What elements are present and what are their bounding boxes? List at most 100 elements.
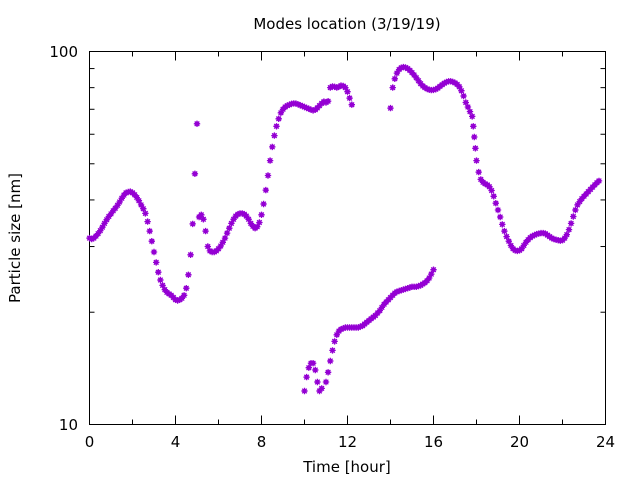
y-axis-label: Particle size [nm] [6, 173, 24, 303]
data-point [200, 216, 207, 223]
data-point [572, 206, 579, 214]
data-point [329, 347, 336, 354]
data-point [146, 227, 153, 235]
data-point [228, 220, 235, 227]
data-point [275, 115, 282, 123]
data-point [460, 92, 467, 100]
data-point [226, 224, 233, 232]
data-point [458, 87, 465, 94]
data-point [271, 132, 278, 139]
data-point [318, 385, 325, 392]
data-point [565, 226, 573, 233]
x-tick-label: 12 [338, 433, 357, 451]
data-point [217, 242, 224, 250]
data-point [595, 177, 603, 185]
x-axis-label: Time [hour] [302, 458, 391, 476]
data-point [144, 218, 151, 225]
data-point [135, 197, 143, 204]
data-point [116, 198, 123, 206]
data-point [258, 211, 265, 219]
data-point [393, 69, 401, 77]
data-point [520, 242, 527, 249]
data-point [150, 248, 158, 256]
y-tick-label: 10 [59, 416, 78, 434]
data-point [264, 172, 272, 179]
data-point [348, 101, 355, 108]
data-point [503, 233, 510, 240]
data-point [430, 266, 437, 273]
data-point [260, 200, 267, 208]
data-point [322, 378, 330, 386]
data-point [303, 373, 310, 381]
data-point [262, 186, 269, 194]
data-points [86, 63, 603, 395]
data-point [223, 229, 231, 237]
data-point [99, 223, 106, 231]
data-point [185, 271, 192, 278]
data-point [191, 170, 199, 178]
data-point [574, 201, 581, 209]
data-point [389, 84, 396, 91]
data-point [387, 104, 394, 112]
data-point [269, 143, 276, 151]
data-point [567, 220, 575, 227]
data-point [346, 94, 353, 102]
tick-labels: 0 4 8 12 16 20 24 10 100 [49, 43, 615, 451]
data-point [159, 282, 166, 289]
x-tick-label: 0 [85, 433, 95, 451]
data-point [327, 357, 334, 365]
data-point [114, 202, 121, 209]
data-point [140, 205, 147, 212]
data-point [187, 251, 194, 259]
data-point [324, 97, 332, 105]
data-point [501, 227, 508, 235]
data-point [183, 285, 190, 292]
data-point [456, 83, 463, 91]
data-point [331, 338, 338, 345]
data-point [155, 269, 162, 276]
data-point [470, 123, 477, 130]
data-point [202, 227, 209, 235]
data-point [243, 212, 250, 220]
axis-ticks [89, 51, 606, 425]
x-tick-label: 24 [596, 433, 615, 451]
data-point [333, 331, 340, 338]
data-point [570, 213, 577, 220]
data-point [273, 123, 280, 130]
data-point [254, 223, 261, 230]
data-point [488, 187, 495, 194]
data-point [101, 220, 108, 227]
data-point [152, 259, 160, 266]
data-point [142, 210, 149, 217]
y-tick-label: 100 [49, 43, 78, 61]
chart-title: Modes location (3/19/19) [253, 15, 440, 33]
data-point [204, 243, 212, 250]
data-point [497, 213, 504, 221]
data-point [490, 193, 497, 200]
data-point [342, 84, 349, 91]
data-point [505, 237, 512, 245]
data-point [494, 206, 502, 214]
data-point [137, 201, 145, 209]
data-point [486, 183, 493, 190]
data-point [314, 378, 321, 386]
data-point [266, 157, 274, 164]
data-point [428, 270, 435, 278]
data-point [256, 219, 263, 226]
data-point [301, 387, 308, 395]
data-point [426, 274, 433, 282]
data-point [464, 103, 472, 111]
data-point [499, 221, 506, 228]
data-point [492, 199, 499, 207]
data-point [561, 234, 568, 242]
data-point [469, 113, 476, 120]
data-point [462, 99, 469, 106]
data-point [466, 108, 474, 115]
data-point [97, 227, 104, 234]
data-point [472, 145, 479, 152]
data-point [312, 366, 319, 374]
data-point [563, 231, 570, 238]
data-point [471, 133, 478, 141]
data-point [309, 360, 317, 367]
